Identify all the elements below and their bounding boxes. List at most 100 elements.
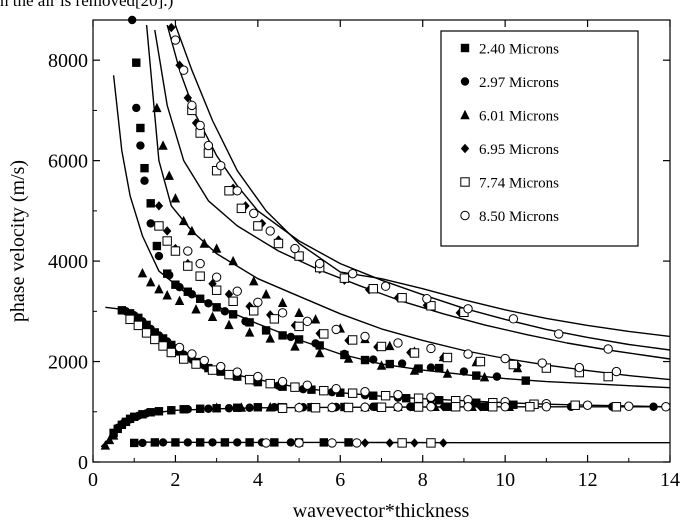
x-tick-label: 6 (335, 469, 345, 491)
data-point (273, 238, 284, 249)
data-point (171, 438, 180, 447)
data-point (167, 406, 176, 415)
data-point (352, 438, 362, 448)
data-point (340, 349, 349, 359)
data-point (661, 402, 671, 412)
data-point (212, 303, 221, 312)
data-point (224, 369, 234, 380)
data-point (393, 389, 403, 400)
data-point (146, 219, 155, 228)
data-point (269, 314, 280, 324)
legend-marker (460, 77, 470, 86)
data-point (133, 320, 144, 331)
data-point (319, 385, 329, 396)
data-point (409, 348, 420, 358)
data-point (406, 402, 415, 412)
data-point (603, 344, 613, 354)
data-point (314, 347, 325, 358)
data-point (195, 438, 205, 447)
data-points (100, 15, 671, 450)
y-tick-label: 4000 (48, 251, 88, 273)
fit-curve (154, 29, 671, 360)
data-point (100, 440, 111, 450)
data-point (360, 386, 370, 397)
fit-curve (166, 24, 671, 351)
legend-marker (460, 210, 470, 221)
caption-fragment: n the air is removed[20].) (0, 0, 174, 10)
data-point (385, 438, 394, 448)
data-point (150, 328, 160, 337)
data-point (397, 438, 407, 448)
data-point (294, 403, 304, 413)
data-point (410, 438, 419, 448)
data-point (152, 102, 162, 113)
x-tick-label: 8 (418, 469, 428, 491)
fit-curve (145, 24, 671, 381)
data-point (158, 341, 168, 351)
data-point (204, 299, 213, 308)
data-point (302, 380, 313, 390)
data-point (426, 301, 436, 311)
data-point (125, 314, 135, 325)
data-point (253, 371, 263, 382)
data-point (414, 364, 423, 373)
y-tick-label: 8000 (48, 50, 88, 72)
data-point (426, 363, 436, 372)
data-point (245, 438, 254, 447)
data-point (178, 354, 189, 364)
data-point (315, 341, 324, 350)
data-point (249, 275, 259, 286)
data-point (170, 35, 181, 45)
data-point (413, 393, 424, 403)
y-axis-title: phase velocity (m/s) (7, 160, 29, 322)
data-point (167, 340, 176, 350)
data-point (113, 423, 122, 433)
data-point (171, 280, 180, 289)
data-point (459, 367, 469, 376)
data-point (426, 438, 436, 448)
data-point (286, 332, 296, 342)
data-point (195, 294, 205, 303)
data-point (450, 402, 461, 412)
data-point (165, 270, 174, 280)
data-point (554, 329, 564, 339)
data-point (439, 402, 448, 412)
data-point (119, 418, 129, 428)
data-point (228, 255, 238, 266)
data-point (278, 382, 287, 391)
data-point (290, 382, 300, 392)
data-point (277, 376, 288, 387)
data-point (488, 402, 498, 412)
data-point (570, 400, 580, 410)
data-point (162, 290, 172, 300)
legend-marker (460, 43, 470, 53)
data-point (174, 295, 185, 305)
data-point (211, 402, 222, 412)
data-point (136, 123, 145, 133)
data-point (136, 141, 145, 150)
data-point (220, 307, 230, 316)
data-point (463, 349, 473, 359)
data-point (435, 396, 444, 405)
data-point (187, 225, 197, 236)
data-point (500, 353, 510, 364)
data-point (199, 238, 209, 248)
data-point (327, 402, 337, 413)
data-point (479, 371, 490, 382)
data-point (154, 221, 164, 231)
y-tick-label: 0 (78, 452, 88, 474)
data-point (208, 438, 217, 447)
x-tick-label: 12 (578, 469, 598, 491)
data-point (402, 394, 411, 403)
data-point (228, 296, 238, 306)
data-point (314, 258, 325, 269)
data-point (216, 361, 226, 372)
series-points (170, 35, 671, 448)
data-point (158, 334, 168, 343)
data-point (472, 371, 481, 380)
data-point (277, 297, 288, 307)
data-point (380, 281, 391, 291)
data-point (385, 340, 395, 351)
data-point (195, 120, 205, 131)
data-point (277, 308, 288, 318)
